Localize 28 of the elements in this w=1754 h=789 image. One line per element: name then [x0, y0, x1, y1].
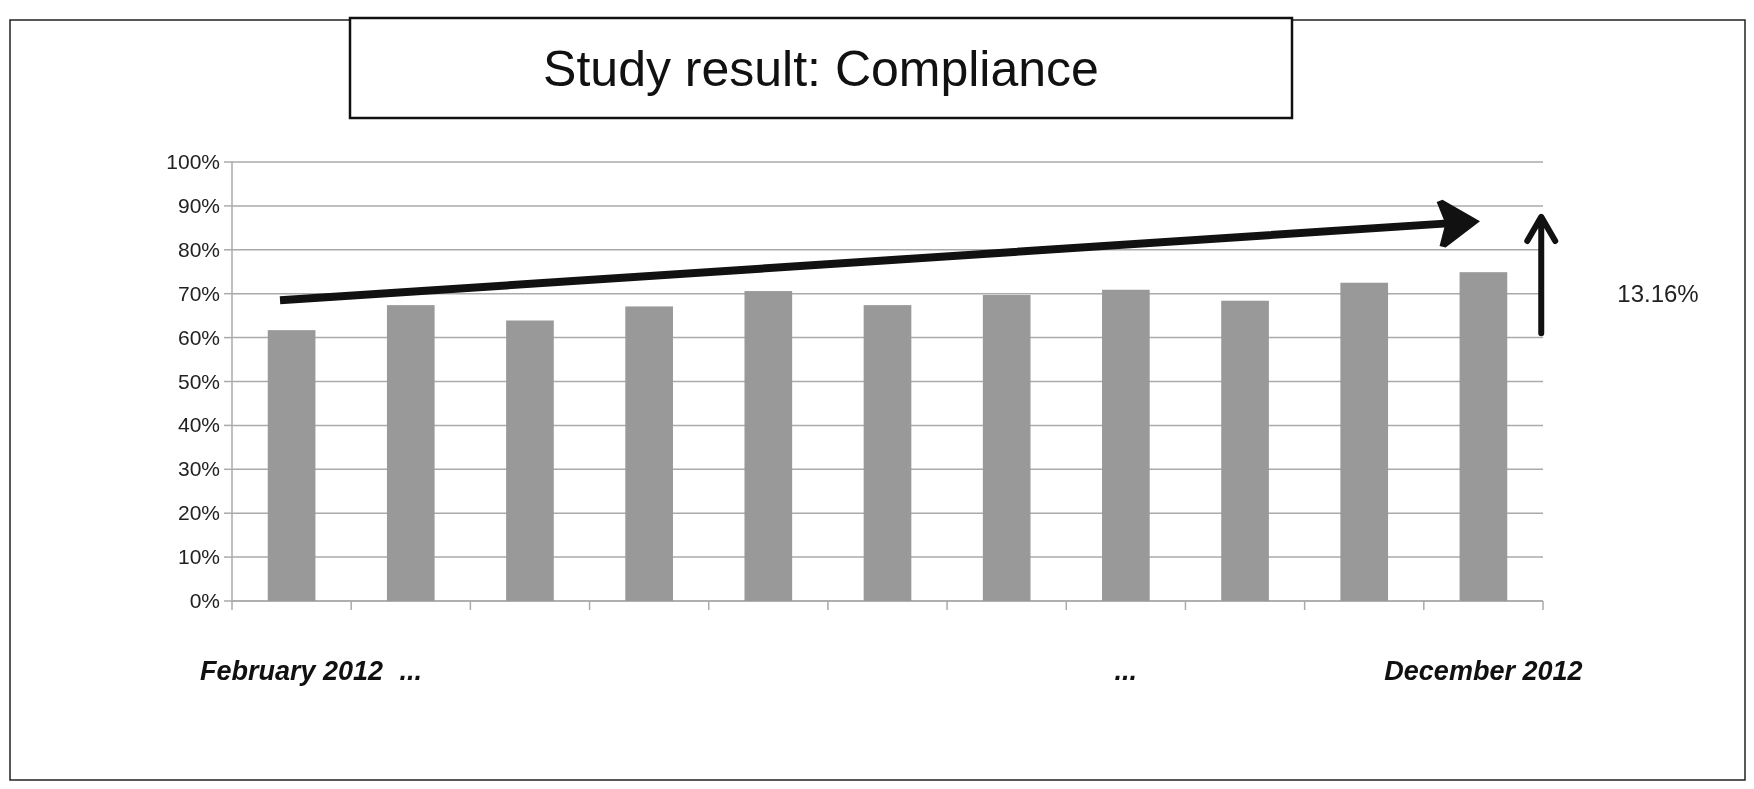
bar — [1221, 300, 1269, 601]
bar — [625, 306, 673, 601]
y-tick-label: 30% — [177, 457, 220, 481]
y-tick-label: 50% — [177, 369, 220, 393]
y-tick-label: 20% — [177, 501, 220, 525]
y-tick-label: 60% — [177, 325, 220, 349]
y-tick-label: 90% — [177, 193, 220, 217]
bar — [1340, 282, 1389, 601]
bar — [506, 320, 554, 601]
bar — [744, 291, 793, 601]
x-tick-label: February 2012 — [200, 656, 384, 686]
bar — [1459, 272, 1508, 601]
bar — [982, 295, 1031, 601]
bar — [1102, 289, 1150, 601]
y-tick-label: 100% — [166, 150, 220, 173]
y-tick-label: 70% — [177, 281, 220, 305]
y-tick-label: 80% — [177, 237, 220, 261]
y-tick-label: 40% — [177, 413, 220, 437]
x-tick-label: ... — [399, 656, 423, 686]
x-tick-label: December 2012 — [1384, 656, 1583, 686]
text: 13.16% — [1617, 279, 1699, 307]
y-tick-label: 10% — [177, 545, 220, 569]
x-tick-label: ... — [1114, 656, 1138, 686]
bar — [267, 330, 316, 601]
y-tick-label: 0% — [189, 589, 220, 612]
bar — [386, 305, 435, 601]
chart-title: Study result: Compliance — [543, 41, 1099, 97]
bar — [863, 305, 912, 601]
